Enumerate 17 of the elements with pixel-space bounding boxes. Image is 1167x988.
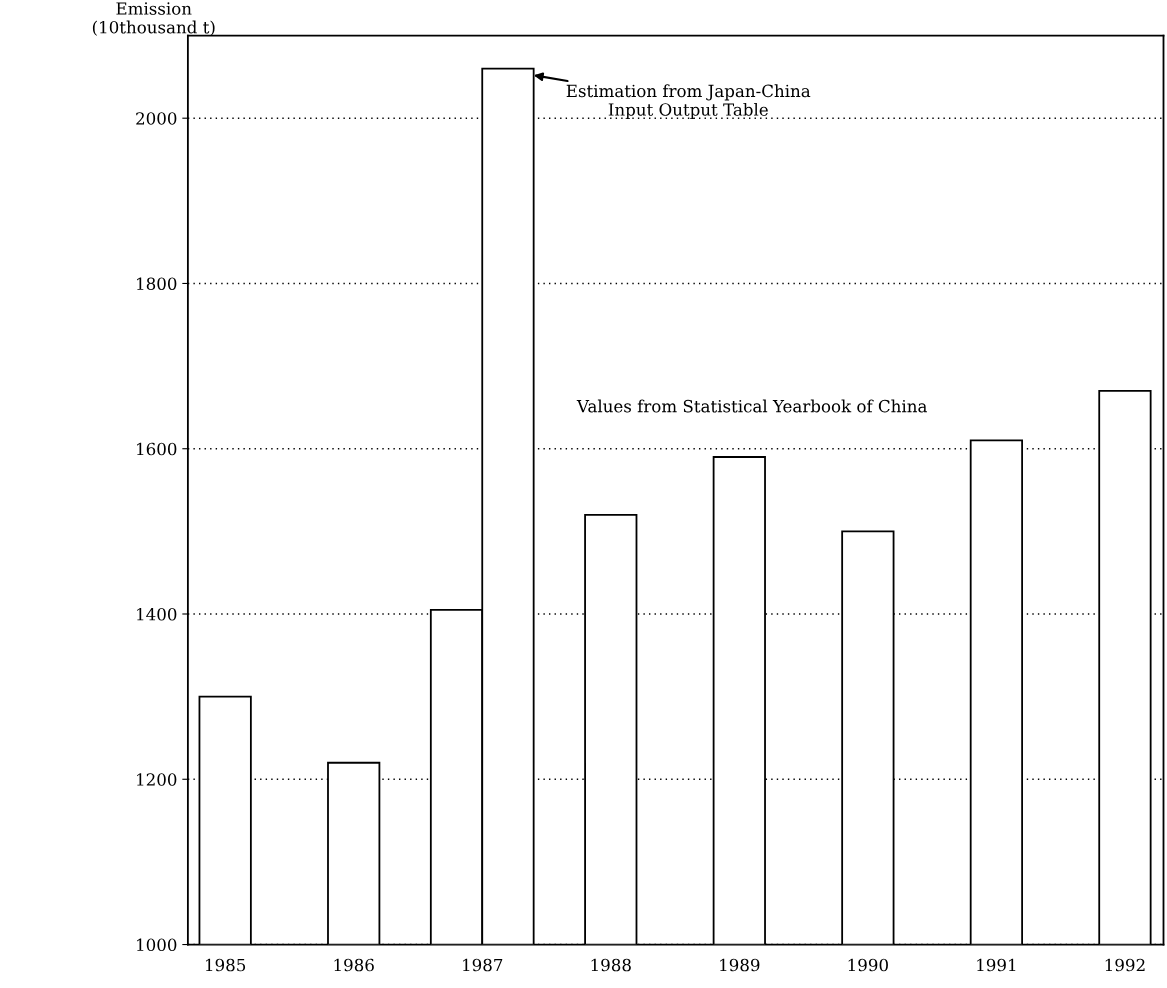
y-axis-title: Emission (10thousand t) bbox=[92, 2, 215, 36]
x-tick-label: 1989 bbox=[720, 958, 760, 972]
annotation: Estimation from Japan-China Input Output Table bbox=[566, 84, 811, 120]
y-tick-label: 2000 bbox=[136, 112, 177, 125]
x-tick-label: 1987 bbox=[463, 958, 503, 972]
x-tick-label: 1988 bbox=[591, 958, 631, 972]
x-tick-label: 1985 bbox=[205, 958, 246, 972]
x-tick-label: 1986 bbox=[334, 958, 374, 972]
x-tick-label: 1990 bbox=[848, 958, 888, 972]
x-tick-label: 1991 bbox=[977, 958, 1016, 972]
annotation: Values from Statistical Yearbook of China bbox=[576, 399, 927, 413]
y-tick-label: 1600 bbox=[137, 442, 177, 456]
y-tick-label: 1400 bbox=[137, 607, 177, 621]
y-tick-label: 1000 bbox=[137, 938, 177, 952]
y-tick-label: 1800 bbox=[137, 277, 177, 291]
x-tick-label: 1992 bbox=[1105, 958, 1145, 972]
y-tick-label: 1200 bbox=[137, 773, 177, 786]
